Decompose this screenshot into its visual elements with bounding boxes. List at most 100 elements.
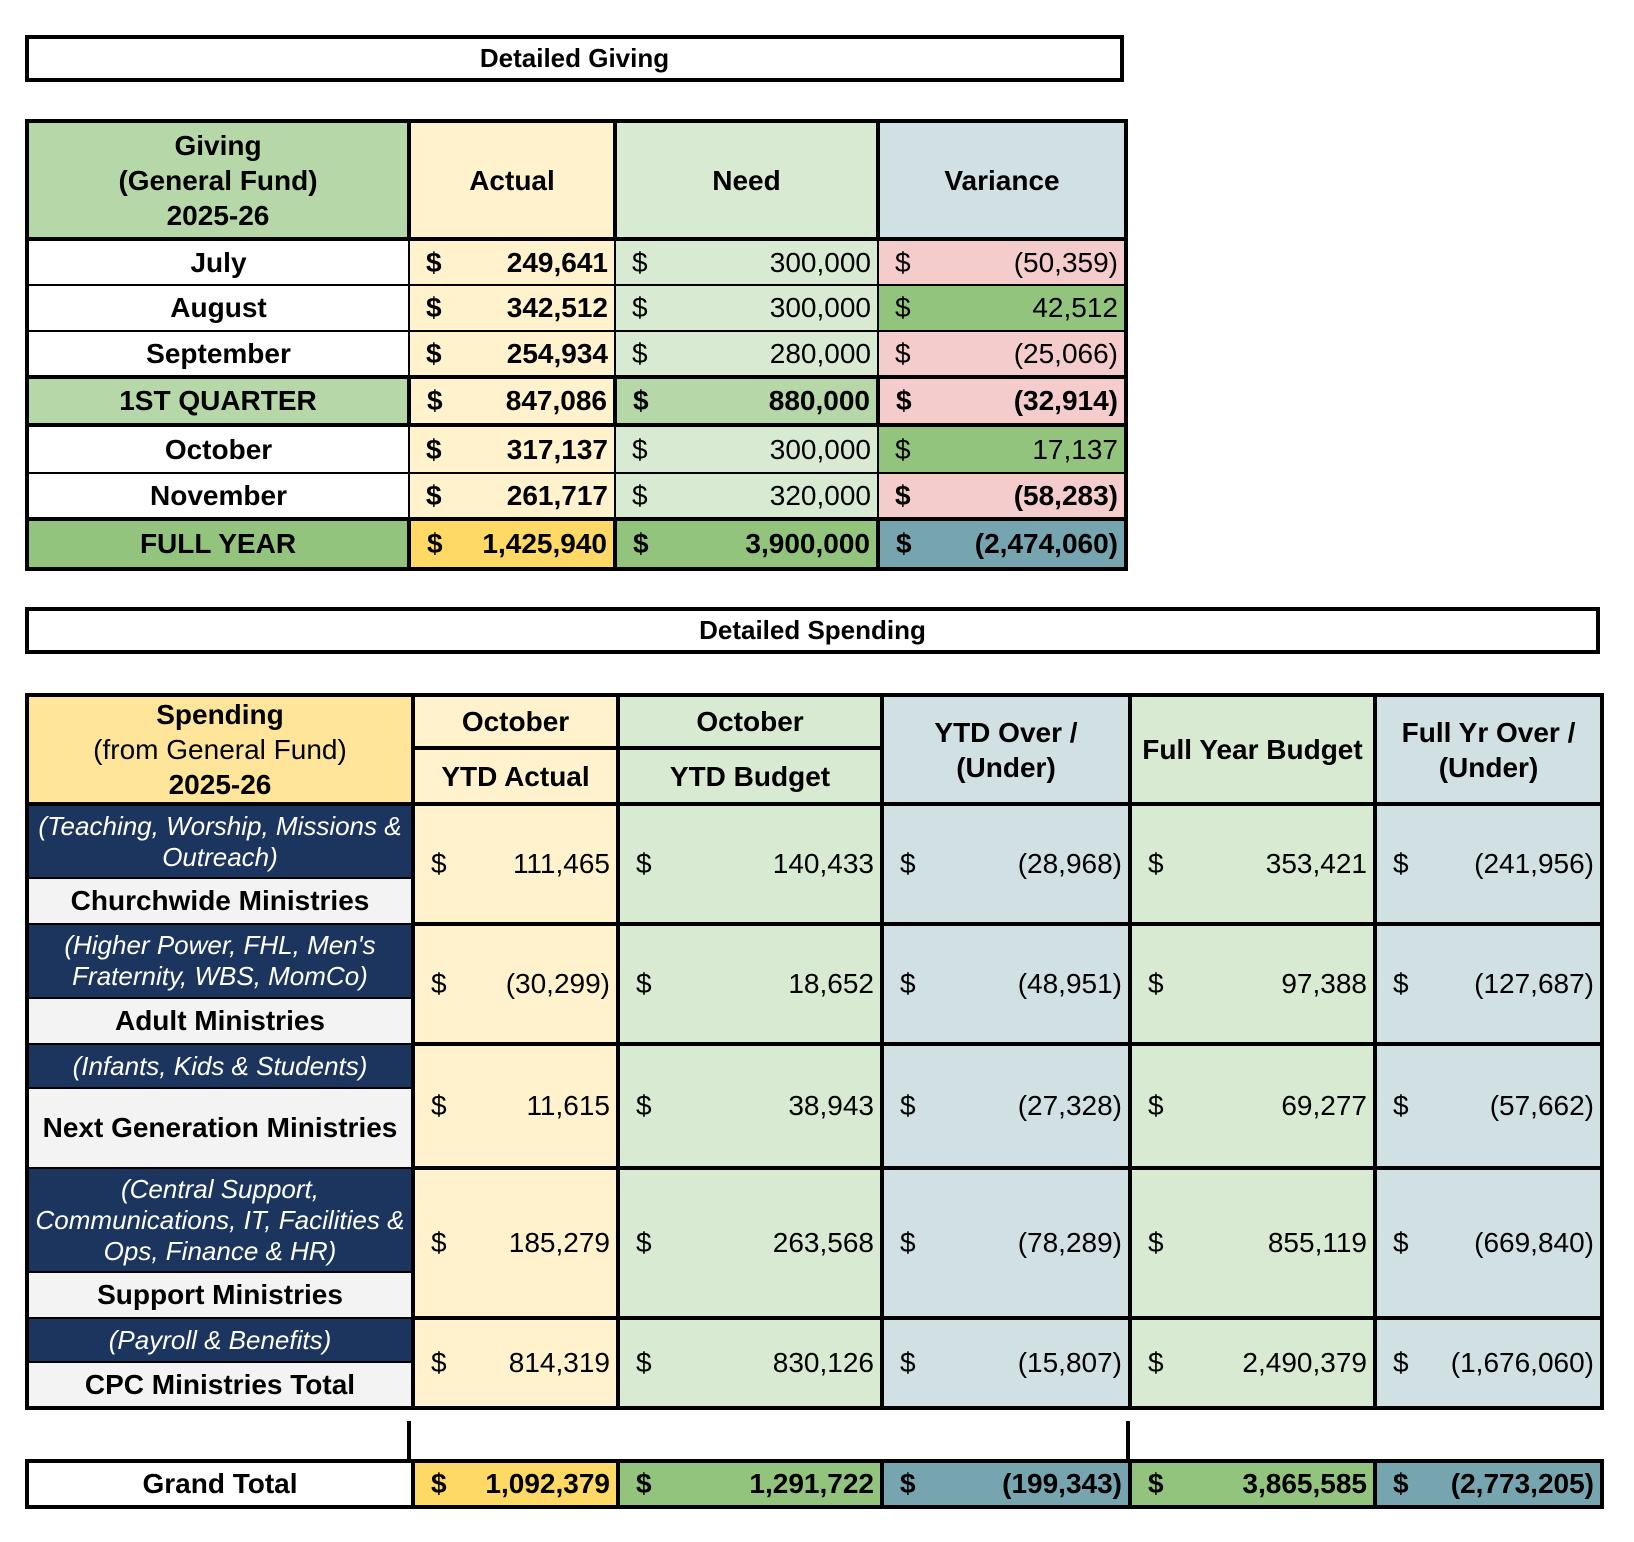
giving-row-actual: $254,934	[408, 330, 616, 378]
giving-row-need: $300,000	[614, 424, 879, 474]
spending-row-name: Adult Ministries	[26, 997, 414, 1045]
spending-row-full-budget: $855,119	[1128, 1166, 1377, 1320]
header-ytd-actual: YTD Actual	[411, 746, 620, 806]
giving-row-label: July	[26, 238, 410, 286]
giving-row-need: $3,900,000	[613, 517, 880, 571]
spending-row-ytd-actual: $ (30,299)	[411, 922, 620, 1046]
spending-row-full-over: $ (57,662)	[1373, 1042, 1604, 1170]
spacer-divider-right	[1126, 1421, 1130, 1461]
header-full-year-budget: Full Year Budget	[1128, 693, 1377, 806]
spending-row-full-budget: $97,388	[1128, 922, 1377, 1046]
giving-row-need: $300,000	[614, 238, 879, 286]
giving-row-label: October	[26, 424, 410, 474]
spending-row-full-over: $ (669,840)	[1373, 1166, 1604, 1320]
spending-row-ytd-over: $ (28,968)	[880, 802, 1132, 926]
giving-row-actual: $1,425,940	[407, 517, 617, 571]
giving-table: Giving (General Fund) 2025-26 Actual Nee…	[25, 119, 1128, 571]
spending-header-label: Spending (from General Fund) 2025-26	[25, 693, 415, 806]
spending-row-name: Support Ministries	[26, 1271, 414, 1319]
header-ytd-over: YTD Over / (Under)	[880, 693, 1132, 806]
giving-row-variance: $17,137	[877, 424, 1127, 474]
giving-row: October $317,137 $300,000 $17,137	[26, 424, 1127, 474]
header-ytd-budget: YTD Budget	[616, 746, 884, 806]
giving-header-variance: Variance	[876, 119, 1128, 241]
grand-total-full-over: $ (2,773,205)	[1373, 1459, 1604, 1509]
spending-row: (Central Support, Communications, IT, Fa…	[26, 1166, 1604, 1320]
spending-row-name-line: CPC Ministries Total	[26, 1361, 1602, 1409]
spending-row-ytd-over: $ (15,807)	[880, 1316, 1132, 1410]
spending-row-ytd-actual: $11,615	[411, 1042, 620, 1170]
spacer-divider-left	[407, 1421, 411, 1461]
giving-row-need: $320,000	[614, 472, 879, 520]
spending-row: (Payroll & Benefits) $814,319 $830,126 $ (15…	[26, 1316, 1604, 1410]
spending-row-name-line: Next Generation Ministries	[26, 1087, 1602, 1169]
giving-header-need: Need	[613, 119, 880, 241]
spending-row-desc: (Teaching, Worship, Missions & Outreach)	[26, 803, 414, 879]
giving-row-need: $880,000	[613, 375, 880, 427]
giving-row-variance: $ (25,066)	[877, 330, 1127, 378]
spending-row: (Higher Power, FHL, Men's Fraternity, WB…	[26, 922, 1604, 1046]
grand-total-label: Grand Total	[25, 1459, 415, 1509]
spending-header-row-top: Spending (from General Fund) 2025-26 Oct…	[25, 692, 1604, 806]
spending-table: Spending (from General Fund) 2025-26 Oct…	[25, 692, 1604, 1410]
giving-row-label: September	[26, 330, 410, 378]
giving-row: November $261,717 $320,000 $ (58,283)	[26, 472, 1127, 520]
grand-total-ytd-over: $ (199,343)	[880, 1459, 1132, 1509]
header-ytd-budget-month: October	[616, 692, 884, 751]
giving-row: August $342,512 $300,000 $42,512	[26, 284, 1127, 332]
spending-title: Detailed Spending	[25, 607, 1600, 654]
giving-row: July $249,641 $300,000 $ (50,359)	[26, 238, 1127, 286]
giving-row-need: $300,000	[614, 284, 879, 332]
giving-row-label: November	[26, 472, 410, 520]
grand-total-table: Grand Total $1,092,379 $1,291,722 $ (199,…	[25, 1459, 1604, 1509]
spending-row-ytd-budget: $18,652	[616, 922, 884, 1046]
spending-row-ytd-actual: $185,279	[411, 1166, 620, 1320]
giving-header-actual: Actual	[407, 119, 617, 241]
giving-row-label: 1ST QUARTER	[25, 375, 411, 427]
giving-row: FULL YEAR $1,425,940 $3,900,000 $ (2,474,060…	[25, 517, 1128, 571]
spending-row-full-budget: $353,421	[1128, 802, 1377, 926]
spending-row-ytd-over: $ (78,289)	[880, 1166, 1132, 1320]
spending-row-full-budget: $2,490,379	[1128, 1316, 1377, 1410]
grand-total-full-budget: $3,865,585	[1128, 1459, 1377, 1509]
spending-row-ytd-over: $ (27,328)	[880, 1042, 1132, 1170]
spending-row-name: Next Generation Ministries	[26, 1087, 414, 1169]
spending-row-full-over: $ (127,687)	[1373, 922, 1604, 1046]
grand-total-ytd-actual: $1,092,379	[411, 1459, 620, 1509]
giving-header-label: Giving (General Fund) 2025-26	[25, 119, 411, 241]
spending-row-ytd-actual: $814,319	[411, 1316, 620, 1410]
spending-row-desc: (Central Support, Communications, IT, Fa…	[26, 1167, 414, 1273]
spending-row-name-line: Churchwide Ministries	[26, 877, 1602, 925]
spending-row-ytd-budget: $140,433	[616, 802, 884, 926]
giving-row: September $254,934 $280,000 $ (25,066)	[26, 330, 1127, 378]
spending-row-ytd-actual: $111,465	[411, 802, 620, 926]
giving-row-variance: $ (32,914)	[876, 375, 1128, 427]
spending-row-desc: (Higher Power, FHL, Men's Fraternity, WB…	[26, 923, 414, 999]
spending-row: (Infants, Kids & Students) $11,615 $38,943…	[26, 1042, 1604, 1170]
spending-row-name-line: Adult Ministries	[26, 997, 1602, 1045]
giving-header-row: Giving (General Fund) 2025-26 Actual Nee…	[25, 119, 1128, 241]
giving-title: Detailed Giving	[25, 35, 1124, 82]
spending-row-desc: (Payroll & Benefits)	[26, 1317, 414, 1363]
giving-row-actual: $249,641	[408, 238, 616, 286]
spending-row-full-over: $ (1,676,060)	[1373, 1316, 1604, 1410]
spending-row-desc: (Infants, Kids & Students)	[26, 1043, 414, 1089]
spending-row-ytd-over: $ (48,951)	[880, 922, 1132, 1046]
header-ytd-actual-month: October	[411, 692, 620, 751]
giving-row-variance: $ (50,359)	[877, 238, 1127, 286]
spending-row-ytd-budget: $830,126	[616, 1316, 884, 1410]
giving-row-need: $280,000	[614, 330, 879, 378]
giving-row-label: August	[26, 284, 410, 332]
giving-row-actual: $317,137	[408, 424, 616, 474]
grand-total-row: Grand Total $1,092,379 $1,291,722 $ (199,…	[25, 1459, 1604, 1509]
spending-row-full-over: $ (241,956)	[1373, 802, 1604, 926]
spending-row-ytd-budget: $263,568	[616, 1166, 884, 1320]
spending-row-ytd-budget: $38,943	[616, 1042, 884, 1170]
header-full-over: Full Yr Over / (Under)	[1373, 693, 1604, 806]
spending-header-row-bottom: YTD Actual YTD Budget	[27, 746, 1602, 806]
grand-total-ytd-budget: $1,291,722	[616, 1459, 884, 1509]
giving-row-actual: $342,512	[408, 284, 616, 332]
giving-row-actual: $847,086	[407, 375, 617, 427]
giving-row-variance: $42,512	[877, 284, 1127, 332]
giving-row: 1ST QUARTER $847,086 $880,000 $ (32,914)	[25, 375, 1128, 427]
